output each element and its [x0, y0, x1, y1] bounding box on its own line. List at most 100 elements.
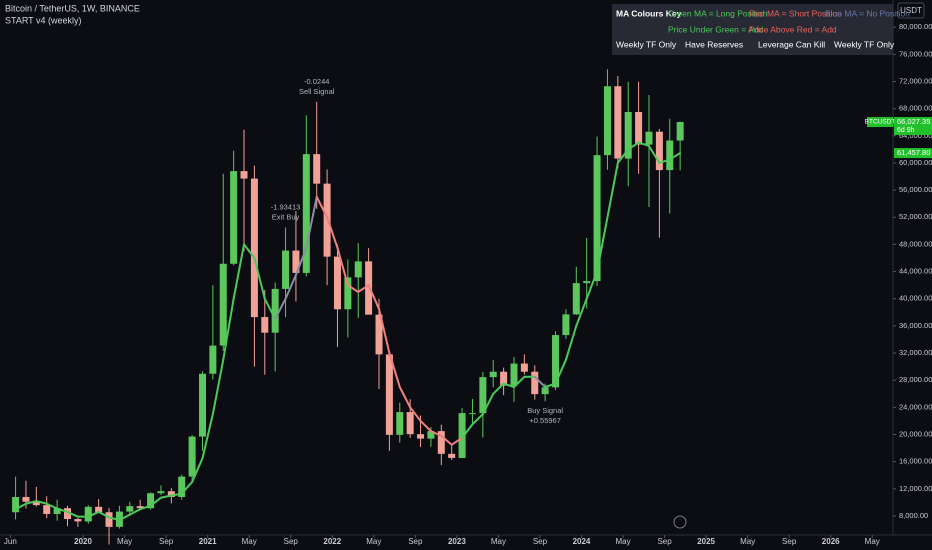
symbol-title: Bitcoin / TetherUS, 1W, BINANCE [5, 3, 140, 13]
table-cell: Blue MA = No Position [825, 8, 910, 18]
ma-segment [471, 413, 484, 426]
candle-body [12, 496, 20, 513]
y-tick-label: 12,000.00 [899, 484, 932, 493]
ma-segment [253, 256, 266, 300]
signal-annotation: Sell Signal [299, 87, 335, 96]
candle-body [333, 256, 341, 310]
x-tick-label: Sep [533, 537, 548, 546]
ma-segment [211, 358, 225, 416]
signal-annotation: Exit Buy [272, 212, 300, 221]
candle-body [178, 476, 186, 497]
ma-segment [294, 246, 308, 276]
ma-segment [274, 297, 287, 321]
ma-segment [284, 273, 297, 300]
candle-body [250, 178, 258, 318]
ma-segment [263, 297, 277, 321]
ma-segment [56, 507, 69, 513]
ma-segment [346, 284, 360, 293]
ma-segment [461, 423, 474, 439]
candles [12, 69, 684, 545]
ma-segment [606, 161, 619, 219]
candle-body [562, 314, 570, 336]
ma-segment [201, 413, 214, 460]
currency[interactable]: USDT [900, 6, 922, 15]
y-tick-label: 40,000.00 [899, 294, 932, 303]
y-tick-label: 24,000.00 [899, 402, 932, 411]
ma-segment [35, 500, 48, 505]
last-price-box [894, 117, 932, 136]
candle-body [84, 506, 92, 522]
candle-body [302, 154, 310, 273]
ma-color-start [14, 508, 17, 511]
candle-body [427, 431, 435, 439]
candle-body [645, 131, 653, 145]
candle-body [510, 363, 518, 386]
countdown: 6d 9h [897, 127, 915, 134]
candle-body [219, 263, 227, 346]
candle-body [209, 345, 217, 374]
ma-segment [170, 492, 183, 497]
ma-segment [585, 270, 599, 300]
y-tick-label: 56,000.00 [899, 185, 932, 194]
replay-icon[interactable] [673, 515, 687, 529]
candle-body [541, 387, 549, 395]
y-tick-label: 52,000.00 [899, 212, 932, 221]
candle-body [635, 112, 643, 145]
candle-body [655, 131, 663, 171]
candle-body [261, 317, 269, 333]
ma-segment [627, 141, 640, 151]
candle-body [624, 112, 632, 159]
ma-segment [108, 516, 121, 522]
candle-body [167, 491, 175, 497]
ma-segment [398, 385, 412, 409]
symbol-tag [867, 117, 893, 128]
candle-body [593, 155, 601, 282]
candle-body [126, 506, 134, 512]
y-tick-label: 60,000.00 [899, 158, 932, 167]
x-tick-label: Sep [284, 537, 299, 546]
candle-body [53, 508, 61, 514]
candle-body [32, 501, 40, 506]
ma-segment [616, 148, 630, 164]
table-cell: Red MA = Short Position [749, 8, 842, 18]
candle-body [552, 335, 560, 388]
ma-segment [533, 375, 547, 388]
candle-body [385, 354, 393, 435]
ma-segment [149, 496, 162, 507]
candle-body [417, 434, 425, 439]
candle-body [458, 413, 466, 458]
ma-segment [305, 195, 318, 249]
table-cell: Weekly TF Only [834, 39, 895, 49]
x-tick-label: Sep [159, 537, 174, 546]
x-tick-label: Sep [782, 537, 797, 546]
ma-segment [139, 504, 152, 511]
ma-segment [326, 216, 339, 249]
x-tick-label: 2021 [199, 537, 217, 546]
ma-price: 61,457.80 [897, 148, 930, 157]
ma-segment [243, 243, 256, 259]
ma-segment [544, 382, 557, 388]
indicator-name: START v4 (weekly) [5, 15, 82, 25]
table-cell: Green MA = Long Position [668, 8, 768, 18]
signal-annotation: -0.0244 [304, 77, 329, 86]
ma-price-box [894, 148, 932, 159]
table-title: MA Colours Key [616, 8, 682, 18]
ma-segment [159, 494, 173, 499]
currency-box[interactable] [897, 2, 925, 19]
candle-body [271, 288, 279, 333]
symbol-tag-text: BTCUSDT [865, 119, 896, 126]
x-tick-label: May [615, 537, 630, 546]
candle-body [95, 506, 103, 513]
ma-segment [118, 513, 131, 522]
y-tick-label: 28,000.00 [899, 375, 932, 384]
x-tick-label: May [491, 537, 506, 546]
candle-body [198, 373, 206, 437]
candle-body [105, 512, 113, 527]
x-tick-label: Sep [657, 537, 672, 546]
ma-segment [336, 246, 349, 287]
x-tick-label: May [117, 537, 132, 546]
y-tick-label: 80,000.00 [899, 22, 932, 31]
candle-body [468, 413, 476, 415]
ma-segment [512, 375, 526, 388]
